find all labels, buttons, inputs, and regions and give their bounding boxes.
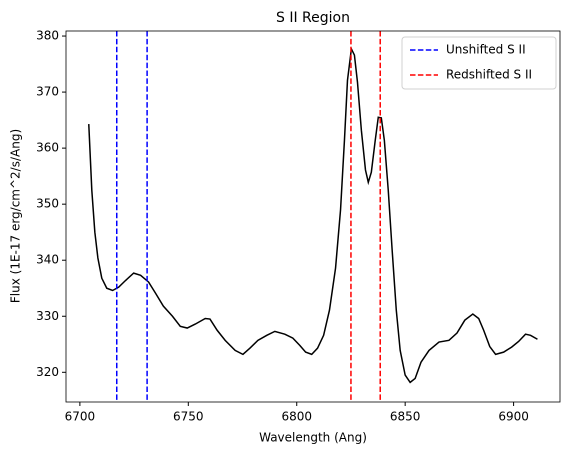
x-tick-label: 6800 [281, 410, 312, 424]
y-axis-label: Flux (1E-17 erg/cm^2/s/Ang) [9, 129, 23, 303]
y-tick-label: 350 [36, 197, 59, 211]
x-axis-label: Wavelength (Ang) [259, 431, 367, 445]
chart-title: S II Region [276, 10, 350, 26]
legend-label: Unshifted S II [446, 43, 526, 57]
y-tick-label: 360 [36, 141, 59, 155]
y-tick-label: 340 [36, 253, 59, 267]
y-tick-label: 330 [36, 309, 59, 323]
plot-frame [65, 30, 561, 403]
x-tick-label: 6750 [173, 410, 204, 424]
x-tick-label: 6900 [498, 410, 529, 424]
x-tick-label: 6700 [65, 410, 96, 424]
y-tick-label: 380 [36, 29, 59, 43]
data-line [88, 46, 538, 384]
x-tick-label: 6850 [390, 410, 421, 424]
y-tick-label: 320 [36, 365, 59, 379]
legend-box [401, 36, 557, 90]
y-tick-label: 370 [36, 85, 59, 99]
legend-label: Redshifted S II [446, 68, 532, 82]
